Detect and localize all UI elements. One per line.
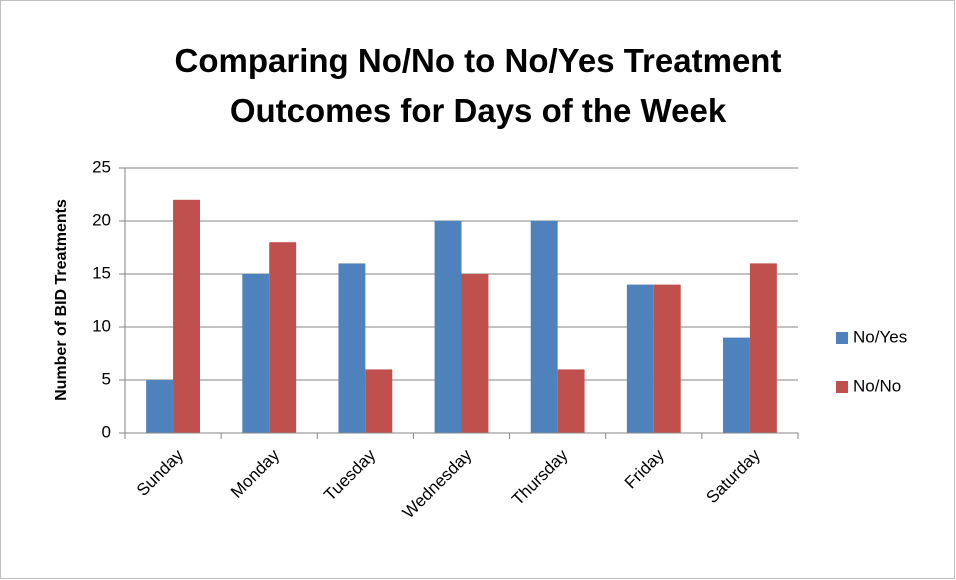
bar [434,221,462,433]
legend-label: No/Yes [853,327,907,346]
bar [365,369,393,433]
bar [338,263,366,433]
bar [749,263,777,433]
bar [557,369,585,433]
y-tick-label: 0 [102,422,111,441]
y-tick-label: 5 [102,369,111,388]
bar [461,274,489,433]
y-tick-label: 10 [92,316,111,335]
chart-title: Comparing No/No to No/Yes Treatment Outc… [174,42,782,129]
y-tick-label: 15 [92,263,111,282]
legend-swatch [836,381,848,393]
bar [653,284,681,433]
legend-label: No/No [853,376,901,395]
y-tick-label: 25 [92,157,111,176]
bar [530,221,558,433]
bar [269,242,297,433]
y-tick-label: 20 [92,210,111,229]
bar [173,199,200,433]
legend-swatch [836,332,848,344]
bar [146,380,174,433]
bar [626,284,654,433]
bar [242,274,270,433]
bar [723,337,750,433]
y-axis-label: Number of BID Treatments [53,199,70,401]
